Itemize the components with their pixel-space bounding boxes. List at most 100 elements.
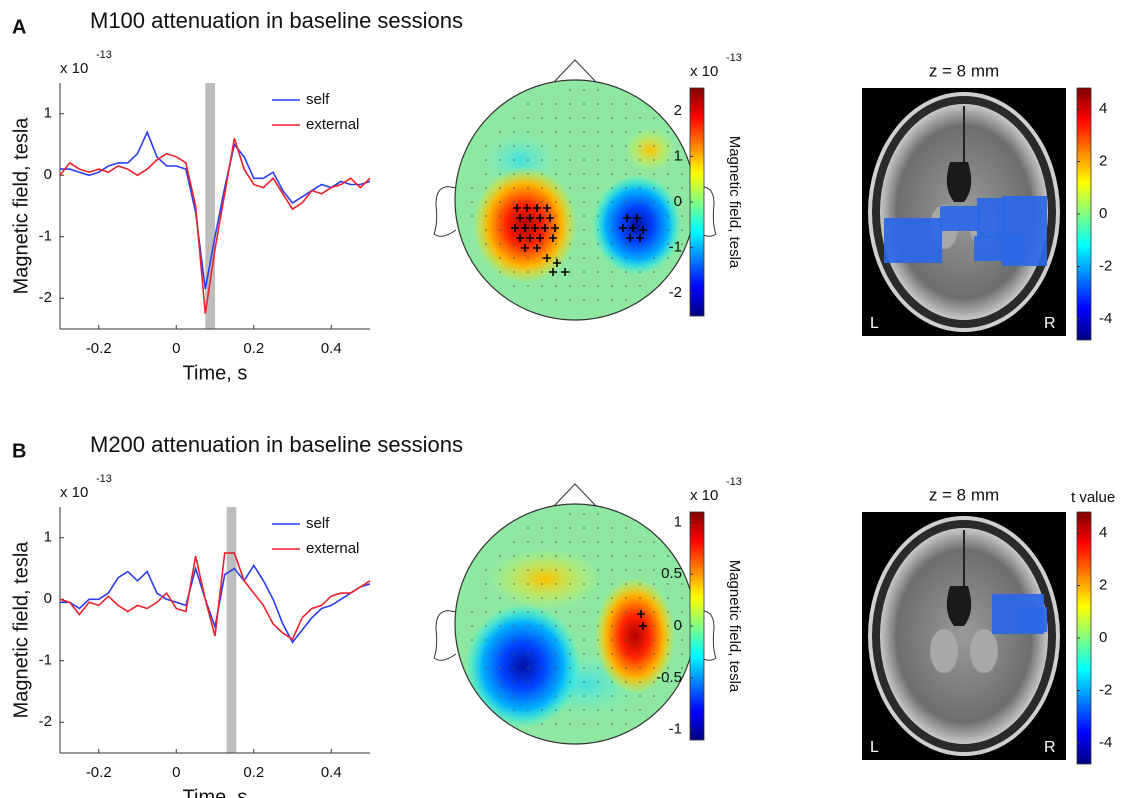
sensor	[555, 597, 557, 599]
colorbar-tick-label: -2	[1099, 681, 1112, 698]
sensor	[499, 639, 501, 641]
field-blob	[592, 175, 682, 275]
sensor	[639, 173, 641, 175]
sensor	[597, 597, 599, 599]
sensor	[541, 159, 543, 161]
sensor	[485, 243, 487, 245]
sensor	[513, 243, 515, 245]
legend-label: external	[306, 116, 359, 133]
sensor	[499, 569, 501, 571]
sensor	[583, 257, 585, 259]
right-label: R	[1044, 315, 1056, 332]
sensor	[597, 173, 599, 175]
sensor	[653, 597, 655, 599]
sensor	[513, 639, 515, 641]
sensor	[625, 541, 627, 543]
sensor	[499, 131, 501, 133]
sensor	[569, 159, 571, 161]
sensor	[499, 597, 501, 599]
sensor	[499, 681, 501, 683]
sensor	[583, 299, 585, 301]
sensor	[541, 667, 543, 669]
sensor	[625, 555, 627, 557]
sensor	[597, 215, 599, 217]
sensor	[653, 625, 655, 627]
sensor	[625, 569, 627, 571]
colorbar-tick-label: 4	[1099, 524, 1107, 541]
sensor	[625, 299, 627, 301]
y-tick-label: 0	[44, 590, 52, 607]
sensor	[541, 695, 543, 697]
sensor	[597, 201, 599, 203]
sensor	[527, 243, 529, 245]
sensor	[569, 541, 571, 543]
sensor	[583, 597, 585, 599]
sensor	[513, 187, 515, 189]
sensor	[527, 285, 529, 287]
sensor	[513, 145, 515, 147]
sensor	[611, 653, 613, 655]
sensor	[611, 611, 613, 613]
sensor	[541, 527, 543, 529]
sensor	[653, 215, 655, 217]
sensor	[527, 145, 529, 147]
sensor	[653, 243, 655, 245]
sensor	[597, 583, 599, 585]
sensor	[583, 215, 585, 217]
sensor	[597, 639, 599, 641]
sensor	[527, 527, 529, 529]
colorbar-tick-label: 4	[1099, 100, 1107, 117]
sensor	[569, 639, 571, 641]
sensor	[597, 723, 599, 725]
sensor	[639, 639, 641, 641]
sensor	[555, 527, 557, 529]
sensor	[541, 709, 543, 711]
sensor	[527, 117, 529, 119]
sensor	[625, 159, 627, 161]
sensor	[625, 695, 627, 697]
sensor	[527, 103, 529, 105]
sensor	[513, 653, 515, 655]
y-axis-label: Magnetic field, tesla	[10, 541, 32, 719]
sensor	[583, 681, 585, 683]
sensor	[597, 541, 599, 543]
sensor	[583, 639, 585, 641]
sensor	[583, 159, 585, 161]
sensor	[583, 89, 585, 91]
sensor	[485, 215, 487, 217]
sensor	[597, 527, 599, 529]
sensor	[569, 513, 571, 515]
sensor	[597, 159, 599, 161]
sensor	[527, 695, 529, 697]
sensor	[499, 215, 501, 217]
sensor	[583, 653, 585, 655]
sensor	[625, 243, 627, 245]
sensor	[625, 187, 627, 189]
sensor	[611, 117, 613, 119]
sensor	[541, 103, 543, 105]
sensor	[471, 639, 473, 641]
sensor	[485, 597, 487, 599]
sensor	[583, 187, 585, 189]
sensor	[555, 299, 557, 301]
sensor	[653, 667, 655, 669]
sensor	[653, 271, 655, 273]
sensor	[555, 541, 557, 543]
y-tick-label: -2	[39, 289, 52, 306]
sensor	[541, 653, 543, 655]
sensor	[583, 117, 585, 119]
sensor	[527, 201, 529, 203]
sensor	[513, 173, 515, 175]
sensor	[569, 229, 571, 231]
sensor	[555, 681, 557, 683]
sensor	[513, 285, 515, 287]
sensor	[597, 299, 599, 301]
sensor	[597, 611, 599, 613]
sensor	[485, 625, 487, 627]
colorbar-tick-label: 0	[674, 193, 682, 210]
sensor	[569, 625, 571, 627]
sensor	[611, 229, 613, 231]
sensor	[583, 271, 585, 273]
y-axis-label: Magnetic field, tesla	[10, 117, 32, 295]
sensor	[625, 257, 627, 259]
